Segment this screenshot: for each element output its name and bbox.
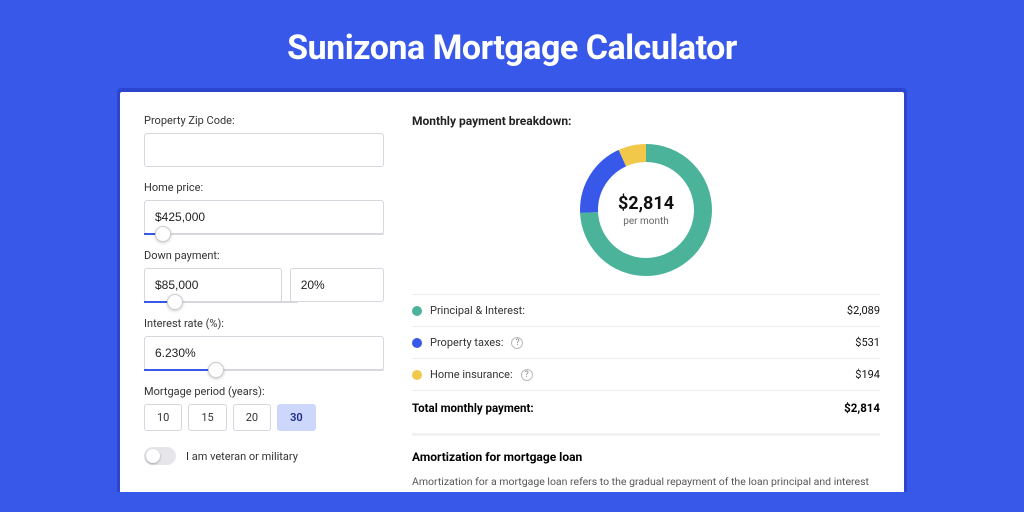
period-tab-15[interactable]: 15	[188, 404, 226, 431]
period-label: Mortgage period (years):	[144, 385, 384, 398]
page-title: Sunizona Mortgage Calculator	[0, 0, 1024, 88]
down-payment-slider[interactable]	[144, 301, 298, 303]
donut-wrap: $2,814 per month	[412, 138, 880, 294]
down-payment-group: Down payment:	[144, 249, 384, 303]
down-payment-percent-input[interactable]	[290, 268, 384, 302]
donut-amount: $2,814	[618, 193, 674, 214]
total-label: Total monthly payment:	[412, 401, 534, 415]
veteran-toggle[interactable]	[144, 447, 176, 465]
amortization-box: Amortization for mortgage loan Amortizat…	[412, 433, 880, 492]
period-group: Mortgage period (years): 1015 2030	[144, 385, 384, 431]
legend-row: Property taxes:? $531	[412, 326, 880, 358]
breakdown-title: Monthly payment breakdown:	[412, 114, 880, 128]
legend-row: Principal & Interest: $2,089	[412, 294, 880, 326]
home-price-slider-thumb[interactable]	[155, 226, 171, 242]
card-shadow: Property Zip Code: Home price: Down paym…	[117, 88, 907, 492]
legend-value: $194	[855, 368, 880, 381]
down-payment-label: Down payment:	[144, 249, 384, 262]
legend-label: Principal & Interest:	[430, 304, 525, 317]
amortization-text: Amortization for a mortgage loan refers …	[412, 474, 880, 492]
veteran-label: I am veteran or military	[186, 450, 298, 463]
calculator-card: Property Zip Code: Home price: Down paym…	[120, 92, 904, 492]
total-value: $2,814	[844, 401, 880, 415]
down-payment-slider-thumb[interactable]	[167, 294, 183, 310]
form-column: Property Zip Code: Home price: Down paym…	[144, 114, 384, 492]
legend-row: Home insurance:? $194	[412, 358, 880, 390]
amortization-title: Amortization for mortgage loan	[412, 450, 880, 464]
legend-swatch	[412, 370, 422, 380]
donut-chart: $2,814 per month	[580, 144, 712, 276]
veteran-toggle-knob	[146, 449, 160, 463]
interest-rate-slider[interactable]	[144, 369, 384, 371]
zip-label: Property Zip Code:	[144, 114, 384, 127]
donut-sub: per month	[623, 216, 669, 227]
interest-rate-group: Interest rate (%):	[144, 317, 384, 371]
period-tab-10[interactable]: 10	[144, 404, 182, 431]
total-row: Total monthly payment: $2,814	[412, 390, 880, 429]
down-payment-amount-input[interactable]	[144, 268, 282, 302]
legend-label: Home insurance:	[430, 368, 513, 381]
period-tab-30[interactable]: 30	[277, 404, 316, 431]
legend-swatch	[412, 306, 422, 316]
home-price-input[interactable]	[144, 200, 384, 234]
veteran-row: I am veteran or military	[144, 447, 384, 465]
help-icon[interactable]: ?	[521, 369, 533, 381]
legend-swatch	[412, 338, 422, 348]
interest-rate-label: Interest rate (%):	[144, 317, 384, 330]
period-tabs: 1015 2030	[144, 404, 384, 431]
help-icon[interactable]: ?	[511, 337, 523, 349]
interest-rate-slider-thumb[interactable]	[208, 362, 224, 378]
home-price-slider[interactable]	[144, 233, 384, 235]
legend: Principal & Interest: $2,089 Property taxe…	[412, 294, 880, 390]
zip-group: Property Zip Code:	[144, 114, 384, 167]
breakdown-column: Monthly payment breakdown: $2,814 per mo…	[412, 114, 880, 492]
donut-center: $2,814 per month	[580, 144, 712, 276]
legend-label: Property taxes:	[430, 336, 503, 349]
interest-rate-input[interactable]	[144, 336, 384, 370]
legend-value: $531	[855, 336, 880, 349]
zip-input[interactable]	[144, 133, 384, 167]
home-price-group: Home price:	[144, 181, 384, 235]
legend-value: $2,089	[847, 304, 880, 317]
period-tab-20[interactable]: 20	[233, 404, 271, 431]
home-price-label: Home price:	[144, 181, 384, 194]
